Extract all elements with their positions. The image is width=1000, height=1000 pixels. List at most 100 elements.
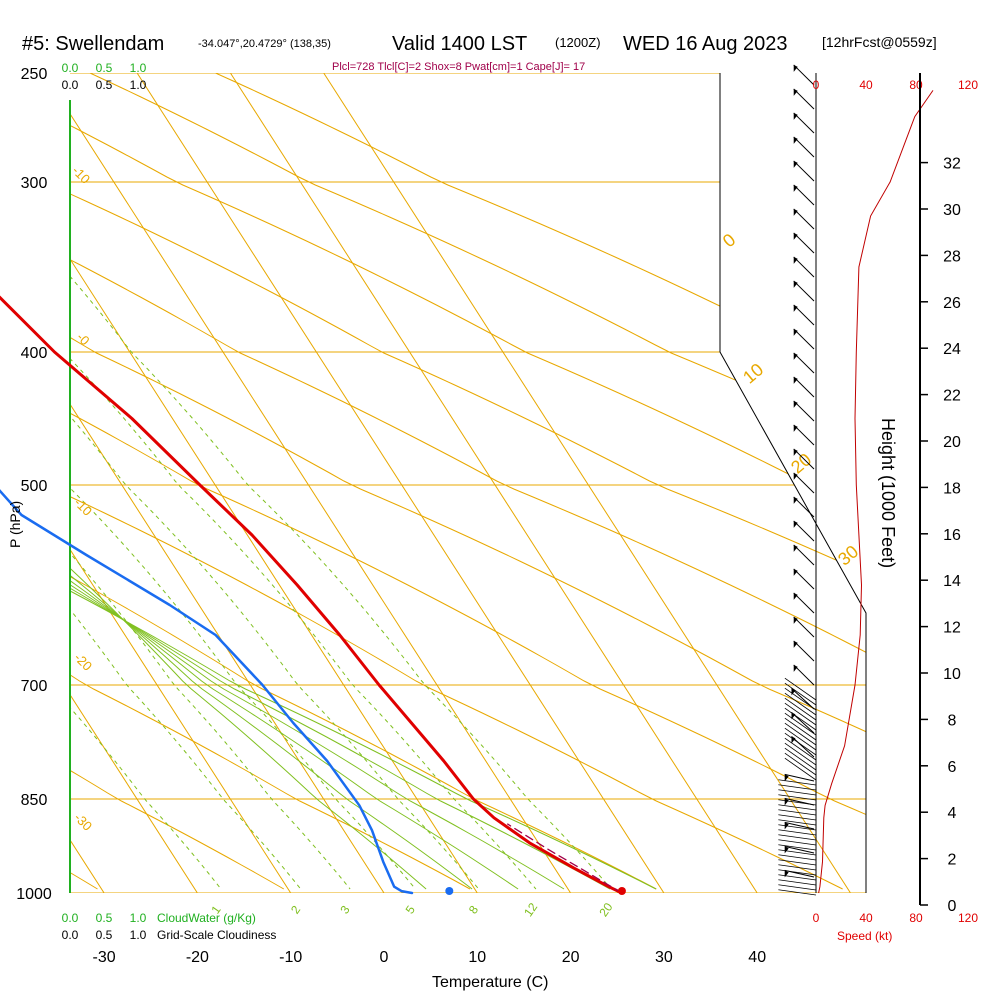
wind-barb — [793, 160, 815, 182]
temperature-tick-label: 30 — [655, 949, 673, 966]
pressure-label: 1000 — [16, 886, 52, 903]
wind-barb-low — [778, 849, 817, 856]
dewpoint-profile — [0, 489, 414, 895]
barb-staff — [793, 184, 815, 206]
wind-barb-low — [778, 834, 817, 841]
speed-tick-bottom: 80 — [909, 911, 923, 925]
mixing-ratio-line — [70, 73, 480, 890]
pressure-label: 700 — [21, 678, 48, 695]
moist-adiabat — [70, 73, 611, 890]
barb-flag — [793, 352, 798, 360]
wind-barb-low — [778, 804, 817, 811]
barb-flag — [793, 544, 798, 552]
barb-flag — [784, 798, 789, 806]
barb-flag — [793, 424, 798, 432]
mixing-ratio-line — [70, 73, 612, 890]
barb-staff — [793, 424, 815, 446]
barb-flag — [793, 304, 798, 312]
wind-barb-low — [778, 809, 817, 816]
barb-flag — [793, 208, 798, 216]
wind-barb-low — [784, 687, 817, 711]
valid-date: WED 16 Aug 2023 — [623, 33, 788, 55]
barb-staff — [793, 640, 815, 662]
barb-staff — [793, 448, 815, 470]
dry-adiabat — [70, 73, 657, 890]
temperature-tick-label: -20 — [186, 949, 209, 966]
wind-barb-low — [778, 779, 817, 786]
barb-staff — [793, 664, 815, 686]
wind-barb-low — [784, 732, 817, 756]
isotherm-label-left: -30 — [71, 810, 95, 834]
height-tick-label: 0 — [948, 898, 957, 915]
wind-barb — [793, 376, 815, 398]
speed-tick-bottom: 120 — [958, 911, 978, 925]
speed-tick-top: 120 — [958, 78, 978, 92]
dry-adiabat — [70, 73, 843, 890]
parcel-path — [507, 823, 623, 894]
pressure-label: 850 — [21, 792, 48, 809]
dry-adiabat — [70, 73, 471, 890]
barb-staff — [793, 112, 815, 134]
wind-barb — [793, 664, 815, 686]
height-tick-label: 20 — [943, 434, 961, 451]
dry-adiabat — [215, 73, 866, 890]
wind-barb-low — [778, 859, 817, 866]
wind-barb — [793, 472, 815, 494]
wind-barbs — [778, 64, 817, 896]
wind-barb-low — [778, 829, 817, 836]
dry-adiabat — [70, 73, 866, 890]
cloud-scale-label: 0.5 — [96, 61, 113, 75]
wind-barb-low — [784, 752, 817, 776]
temperature-axis-label: Temperature (C) — [432, 974, 548, 991]
speed-axis-label: Speed (kt) — [837, 929, 892, 943]
mixing-ratio-label: 3 — [337, 903, 352, 917]
dry-adiabats — [70, 73, 866, 890]
barb-flag — [793, 568, 798, 576]
wind-barb-low — [784, 707, 817, 731]
mixing-ratio-labels: 1 2 3 5 8 12 20 — [208, 900, 615, 919]
barb-staff — [784, 773, 815, 782]
barb-flag — [793, 160, 798, 168]
dry-adiabat — [70, 73, 866, 890]
height-tick-label: 18 — [943, 480, 961, 497]
barb-staff — [793, 208, 815, 230]
speed-tick-top: 40 — [859, 78, 873, 92]
barb-staff — [793, 592, 815, 614]
wind-barb-low — [784, 677, 817, 701]
wind-barb — [793, 592, 815, 614]
height-tick-label: 12 — [943, 620, 961, 637]
wind-barb-low — [778, 854, 817, 861]
barb-flag — [793, 256, 798, 264]
wind-barb — [793, 568, 815, 590]
barb-flag — [793, 592, 798, 600]
height-tick-label: 26 — [943, 295, 961, 312]
barb-staff — [793, 544, 815, 566]
mixing-ratio-label: 5 — [403, 903, 418, 917]
wind-barb — [793, 136, 815, 158]
barb-staff — [793, 400, 815, 422]
moist-adiabat — [70, 73, 565, 890]
barb-staff — [793, 88, 815, 110]
surface-dewpoint-marker — [445, 887, 454, 895]
isotherm-label-right: 20 — [787, 449, 815, 477]
wind-barb — [793, 424, 815, 446]
cloud-scale-label: 1.0 — [130, 61, 147, 75]
barb-flag — [793, 112, 798, 120]
wind-barb-low — [784, 697, 817, 721]
barb-staff — [793, 64, 815, 86]
dry-adiabat — [70, 73, 98, 890]
moist-adiabat — [70, 73, 657, 890]
wind-barb — [793, 640, 815, 662]
dry-adiabat — [89, 73, 866, 890]
wind-barb-low — [778, 814, 817, 821]
cloud-scale-label: 0.0 — [62, 911, 79, 925]
barb-staff — [793, 256, 815, 278]
pressure-label: 300 — [21, 175, 48, 192]
sounding-series — [0, 295, 626, 895]
barb-flag — [793, 520, 798, 528]
wind-barb-low — [778, 819, 817, 826]
barb-staff — [793, 280, 815, 302]
wind-barb-low — [784, 712, 817, 736]
grid-lines — [70, 73, 866, 893]
